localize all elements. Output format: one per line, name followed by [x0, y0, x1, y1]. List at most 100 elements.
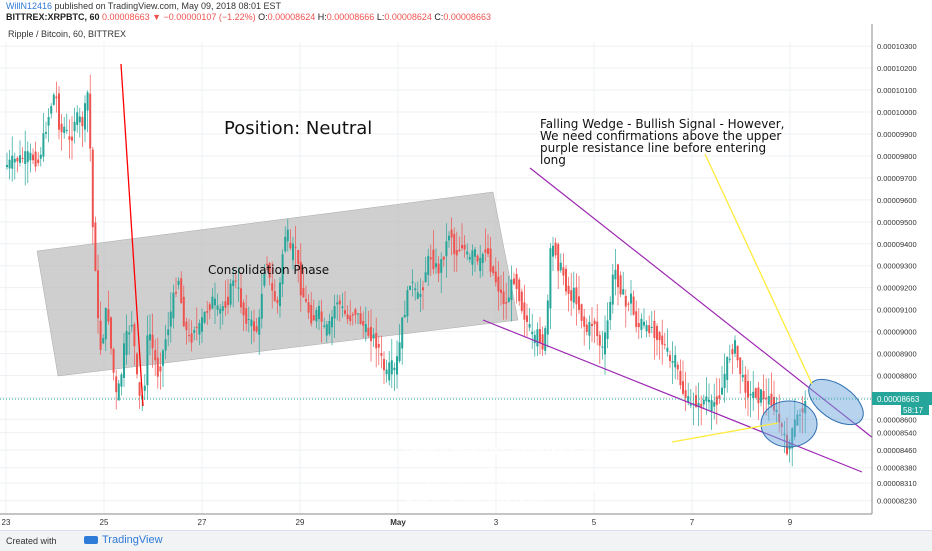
candle-body	[429, 257, 432, 260]
candle-body	[765, 397, 768, 400]
candle-body	[528, 324, 531, 328]
price-tick-label: 0.00009200	[877, 284, 917, 293]
candle-body	[6, 164, 8, 168]
price-chart[interactable]: Ripple / Bitcoin, 60, BITTREX Position: …	[0, 24, 932, 530]
candle-body	[73, 121, 76, 132]
candle-body	[669, 354, 671, 362]
candle-body	[297, 249, 300, 264]
candle-body	[8, 159, 11, 169]
price-change: −0.00000107 (−1.22%)	[163, 12, 256, 22]
candle-body	[13, 158, 16, 163]
consolidation-box[interactable]	[36, 191, 519, 377]
candle-body	[120, 374, 123, 387]
candle-body	[539, 329, 541, 344]
candle-body	[45, 132, 47, 134]
candle-body	[71, 136, 73, 141]
tradingview-logo[interactable]: TradingView	[84, 534, 163, 546]
candle-body	[19, 155, 21, 163]
candle-body	[253, 321, 255, 331]
time-axis[interactable]	[0, 514, 932, 530]
note-line: We need confirmations above the upper	[540, 129, 781, 143]
candle-body	[273, 291, 276, 301]
breakout-highlight-ellipse[interactable]	[801, 370, 871, 433]
candle-body	[580, 304, 583, 321]
candle-body	[656, 326, 658, 340]
candle-body	[770, 393, 773, 406]
candle-body	[128, 332, 131, 335]
candle-body	[84, 103, 86, 130]
candle-body	[630, 293, 632, 304]
wedge-support-line[interactable]	[482, 319, 863, 473]
candle-body	[609, 301, 612, 321]
candle-body	[206, 310, 209, 313]
close-label: C:	[434, 12, 444, 22]
candle-body	[476, 255, 479, 262]
candle-body	[229, 283, 232, 305]
candle-body	[175, 292, 177, 294]
candle-body	[666, 347, 669, 352]
wedge-note[interactable]: Falling Wedge - Bullish Signal - However…	[540, 117, 784, 167]
price-axis[interactable]	[872, 24, 932, 520]
candle-body	[367, 327, 370, 336]
candle-body	[65, 129, 68, 131]
candle-body	[598, 335, 601, 346]
candle-body	[320, 311, 323, 322]
candle-body	[325, 324, 328, 336]
candle-body	[34, 151, 37, 167]
published-text: published on TradingView.com, May 09, 20…	[54, 1, 282, 11]
candle-body	[284, 236, 287, 252]
candle-body	[520, 291, 523, 311]
candle-body	[112, 348, 115, 373]
gaps-note[interactable]: Zooming in on the 1 hour chat, I seeseve…	[405, 431, 643, 507]
candle-body	[266, 263, 268, 265]
candle-body	[338, 300, 341, 305]
price-tick-label: 0.00008230	[877, 497, 917, 506]
price-tick-label: 0.00008800	[877, 371, 917, 380]
candle-body	[52, 94, 55, 105]
candle-body	[198, 323, 201, 335]
gap-highlight-ellipse[interactable]	[760, 400, 818, 448]
candle-body	[375, 332, 378, 349]
gaps-note-arrow[interactable]	[671, 422, 779, 443]
candle-body	[614, 269, 617, 280]
author-link[interactable]: WillN12416	[6, 1, 53, 11]
candle-body	[409, 285, 411, 290]
position-annotation[interactable]: Position: Neutral	[224, 118, 372, 139]
candle-body	[713, 401, 716, 407]
candle-body	[533, 334, 536, 344]
candle-body	[601, 346, 604, 348]
wedge-note-arrow[interactable]	[704, 153, 813, 385]
candle-body	[689, 404, 692, 406]
candle-body	[541, 334, 544, 350]
candle-body	[424, 272, 427, 283]
candle-body	[289, 242, 292, 249]
time-tick-label: 29	[296, 518, 305, 527]
candle-body	[640, 318, 643, 331]
candle-body	[440, 259, 443, 273]
candle-body	[346, 314, 349, 320]
consolidation-label[interactable]: Consolidation Phase	[208, 263, 329, 277]
candle-body	[557, 244, 560, 271]
countdown-text: 58:17	[903, 406, 924, 415]
candle-body	[310, 304, 313, 324]
candle-body	[318, 305, 320, 320]
candle-body	[414, 288, 417, 291]
price-tick-label: 0.00008310	[877, 479, 917, 488]
candle-body	[333, 306, 336, 319]
note-line: long	[540, 153, 566, 167]
footer-bar: Created with TradingView	[0, 530, 932, 551]
price-tick-label: 0.00010200	[877, 64, 917, 73]
candle-body	[455, 250, 458, 256]
candle-body	[76, 112, 79, 125]
red-trend-line[interactable]	[120, 63, 144, 407]
candle-body	[37, 159, 40, 163]
candle-body	[362, 321, 365, 326]
candle-body	[484, 249, 487, 253]
candle-body	[570, 290, 573, 301]
candle-body	[146, 335, 149, 386]
candle-body	[133, 324, 136, 347]
candle-body	[89, 93, 92, 149]
candlesticks	[6, 74, 807, 467]
candle-body	[604, 332, 606, 355]
candle-body	[624, 295, 627, 307]
